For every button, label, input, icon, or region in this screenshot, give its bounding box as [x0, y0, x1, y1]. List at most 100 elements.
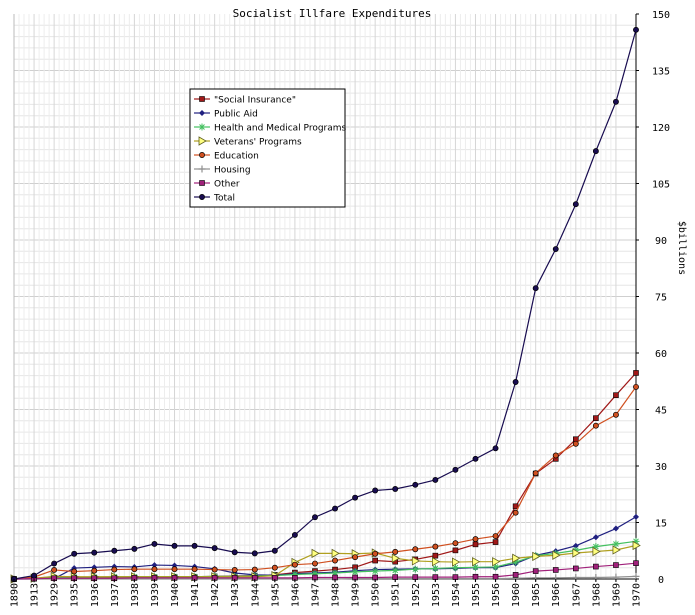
- data-point-social-insurance: [372, 557, 378, 564]
- data-point-other: [512, 572, 519, 578]
- data-point-social-insurance: [512, 503, 519, 510]
- legend-label: Education: [214, 152, 259, 162]
- x-tick-label: 1967: [571, 583, 582, 607]
- x-tick-label: 1966: [551, 583, 562, 607]
- data-point-public-aid: [151, 562, 158, 569]
- data-point-veterans-programs: [552, 550, 561, 560]
- data-point-total: [271, 547, 278, 554]
- data-point-total: [312, 514, 318, 521]
- x-tick-label: 1937: [110, 583, 121, 607]
- legend-item-total: Total: [194, 194, 235, 204]
- legend-item-other: Other: [194, 180, 240, 190]
- data-point-education: [332, 557, 338, 564]
- data-point-veterans-programs: [532, 551, 541, 562]
- x-tick-label: 1955: [471, 583, 482, 607]
- x-tick-label: 1960: [511, 583, 522, 607]
- x-tick-label: 1952: [411, 583, 422, 607]
- legend-label: Health and Medical Programs: [214, 124, 347, 134]
- legend-label: Housing: [214, 166, 251, 176]
- data-point-education: [532, 470, 539, 477]
- data-point-total: [372, 487, 379, 494]
- data-point-education: [231, 567, 238, 573]
- legend-marker: [199, 152, 205, 158]
- data-point-health-and-medical-programs: [632, 537, 640, 545]
- data-point-health-and-medical-programs: [291, 570, 299, 578]
- data-point-education: [432, 543, 439, 550]
- data-point-education: [211, 566, 218, 573]
- data-point-social-insurance: [492, 539, 499, 545]
- data-point-health-and-medical-programs: [391, 566, 399, 574]
- data-point-total: [211, 545, 218, 552]
- data-point-health-and-medical-programs: [411, 565, 419, 573]
- data-point-veterans-programs: [391, 553, 401, 563]
- x-tick-label: 1929: [50, 583, 61, 607]
- legend-label: Other: [214, 180, 240, 190]
- legend-item-social-insurance: "Social Insurance": [194, 96, 296, 106]
- data-point-other: [633, 560, 639, 566]
- x-tick-label: 1943: [230, 583, 241, 607]
- data-point-health-and-medical-programs: [492, 563, 500, 571]
- data-point-health-and-medical-programs: [371, 567, 379, 575]
- data-point-total: [612, 98, 619, 105]
- x-tick-label: 1940: [170, 583, 181, 607]
- legend-marker: [198, 123, 206, 131]
- data-point-health-and-medical-programs: [471, 563, 479, 571]
- data-point-education: [131, 566, 138, 573]
- legend-item-health-and-medical-programs: Health and Medical Programs: [194, 123, 347, 134]
- x-tick-labels: 1890 1913 1929 1935 1936 1937 1938 1939 1940 1941…: [10, 579, 643, 607]
- data-point-education: [492, 533, 499, 540]
- legend-marker: [199, 194, 205, 200]
- data-point-education: [91, 567, 98, 574]
- data-point-veterans-programs: [472, 556, 481, 567]
- y-tick-label: 90: [655, 236, 667, 247]
- data-point-health-and-medical-programs: [431, 564, 439, 572]
- x-tick-label: 1948: [331, 583, 342, 607]
- data-point-education: [352, 554, 359, 561]
- legend-marker: [199, 96, 205, 102]
- series-line-total: [13, 29, 637, 580]
- data-point-total: [552, 246, 559, 252]
- data-point-veterans-programs: [311, 548, 320, 559]
- data-point-veterans-programs: [612, 545, 621, 555]
- legend-item-public-aid: Public Aid: [194, 110, 258, 120]
- data-point-veterans-programs: [431, 556, 441, 567]
- data-point-education: [251, 566, 258, 573]
- x-tick-label: 1913: [30, 583, 41, 607]
- x-tick-label: 1941: [190, 583, 201, 607]
- data-point-education: [312, 560, 318, 567]
- data-point-education: [552, 452, 559, 459]
- data-point-other: [613, 562, 619, 568]
- y-tick-label: 135: [652, 67, 670, 78]
- series-lines: [10, 26, 641, 584]
- legend: "Social Insurance" Public Aid Health and M…: [189, 88, 347, 208]
- data-point-other: [573, 565, 579, 572]
- x-tick-label: 1939: [150, 583, 161, 607]
- x-tick-label: 1944: [250, 583, 261, 607]
- data-point-total: [572, 201, 579, 208]
- data-point-public-aid: [592, 534, 599, 541]
- x-tick-label: 1935: [70, 583, 81, 607]
- legend-box: [189, 88, 346, 208]
- data-point-public-aid: [572, 542, 579, 549]
- data-point-total: [31, 572, 38, 579]
- y-axis-label: $billions: [676, 221, 687, 275]
- data-point-total: [412, 481, 419, 488]
- data-point-education: [412, 546, 419, 553]
- y-tick-label: 0: [658, 575, 664, 586]
- data-point-veterans-programs: [411, 556, 421, 566]
- data-point-total: [51, 560, 58, 567]
- data-point-education: [472, 536, 479, 543]
- y-tick-label: 60: [655, 349, 667, 360]
- x-tick-label: 1956: [491, 583, 502, 607]
- data-point-education: [512, 509, 519, 516]
- data-point-social-insurance: [633, 370, 639, 376]
- series-total: [11, 26, 639, 582]
- data-point-education: [51, 567, 58, 573]
- data-point-total: [111, 547, 118, 554]
- data-point-total: [472, 455, 479, 462]
- data-point-total: [532, 285, 539, 292]
- series-line-other: [13, 562, 637, 580]
- legend-label: Veterans' Programs: [214, 138, 302, 148]
- x-tick-label: 1942: [210, 583, 221, 607]
